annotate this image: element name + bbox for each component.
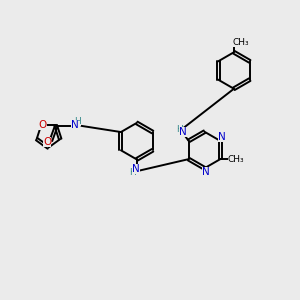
Text: H: H [130,168,136,177]
Text: N: N [179,127,187,137]
Text: N: N [202,167,210,177]
Text: CH₃: CH₃ [232,38,249,47]
Text: CH₃: CH₃ [228,154,244,164]
Text: H: H [74,117,81,126]
Text: N: N [71,120,78,130]
Text: O: O [38,120,47,130]
Text: O: O [43,137,51,147]
Text: N: N [218,132,226,142]
Text: N: N [132,164,140,174]
Text: H: H [176,124,183,134]
